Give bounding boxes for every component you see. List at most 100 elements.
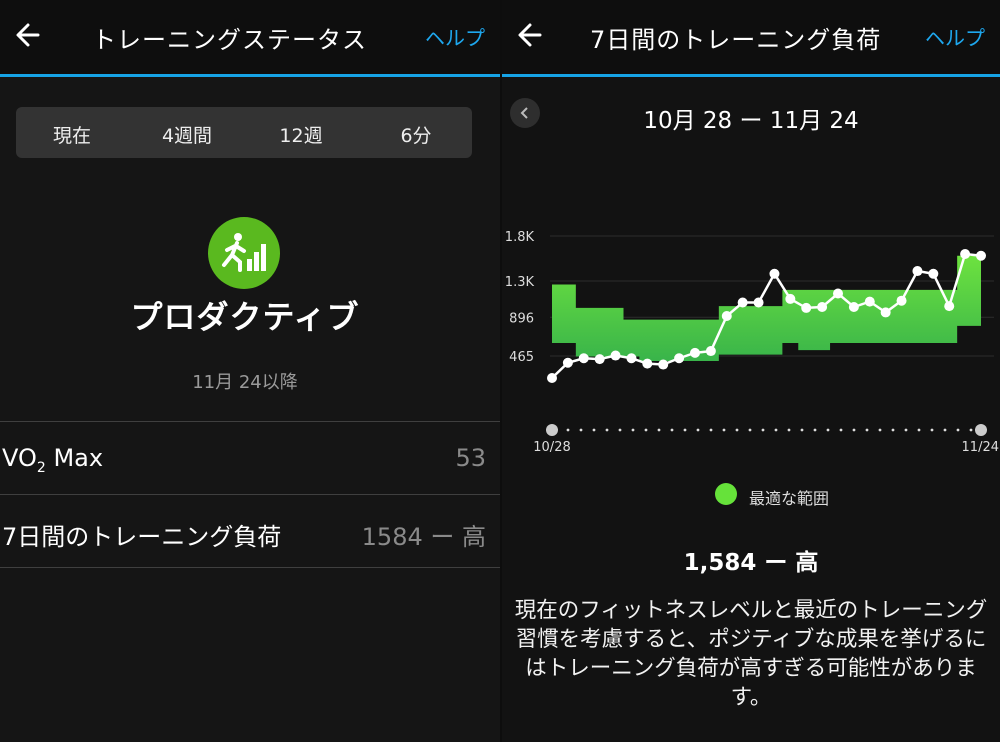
timeline-dot — [891, 428, 895, 432]
load-data-point — [547, 373, 557, 384]
timeline-dot — [800, 428, 804, 432]
header: 7日間のトレーニング負荷 ヘルプ — [502, 0, 1000, 77]
training-load-value: 1584 ー 高 — [361, 523, 486, 551]
timeline-end-marker — [975, 424, 987, 436]
y-tick-label: 1.8K — [505, 230, 535, 245]
load-data-point — [674, 353, 685, 364]
load-data-point — [721, 311, 732, 321]
help-link[interactable]: ヘルプ — [925, 26, 985, 50]
load-data-point — [705, 346, 716, 357]
load-data-point — [912, 266, 923, 277]
load-data-point — [896, 295, 907, 306]
x-end-label: 11/24 — [962, 440, 999, 455]
timeline-dot — [930, 428, 934, 432]
load-data-point — [880, 307, 891, 318]
timeline-start-marker — [546, 424, 558, 436]
load-data-point — [753, 297, 764, 308]
load-data-point — [944, 301, 955, 312]
timeline-dot — [670, 428, 674, 432]
list-item-training-load[interactable]: 7日間のトレーニング負荷 1584 ー 高 — [0, 494, 500, 567]
timeline-dot — [696, 428, 700, 432]
timeline-dot — [774, 428, 778, 432]
tab-6min[interactable]: 6分 — [400, 125, 432, 147]
load-data-point — [976, 250, 986, 261]
status-since: 11月 24以降 — [192, 372, 298, 393]
timeline-dot — [722, 428, 726, 432]
optimal-range-legend-swatch — [715, 483, 737, 505]
status-label: プロダクティブ — [130, 298, 360, 336]
load-series-line — [551, 252, 982, 379]
timeline-dot — [592, 428, 596, 432]
load-data-point — [928, 268, 939, 279]
load-data-point — [658, 359, 669, 370]
training-load-panel: 7日間のトレーニング負荷 ヘルプ 10月 28 ー 11月 24 1.8K 1.3… — [502, 0, 1000, 742]
timeline-dot — [813, 428, 817, 432]
tab-4weeks[interactable]: 4週間 — [161, 125, 213, 147]
timeline-dot — [566, 428, 570, 432]
timeline-dot — [605, 428, 609, 432]
back-arrow-icon[interactable] — [14, 20, 42, 50]
timeline-dot — [748, 428, 752, 432]
timeline-dot — [787, 428, 791, 432]
load-data-point — [610, 350, 621, 361]
load-data-point — [817, 302, 828, 313]
timeline-dot — [904, 428, 908, 432]
timeline-dot — [735, 428, 739, 432]
optimal-range-legend-label: 最適な範囲 — [749, 489, 830, 508]
load-data-point — [737, 297, 748, 308]
load-data-point — [562, 357, 573, 368]
load-data-point — [960, 248, 971, 259]
list-item-vo2max[interactable]: VO2 Max 53 — [0, 421, 500, 494]
timeline-dot — [657, 428, 661, 432]
timeline-dot — [956, 428, 960, 432]
load-data-point — [833, 288, 843, 299]
vo2max-label: VO2 Max — [2, 444, 104, 476]
load-data-point — [642, 358, 653, 369]
load-data-point — [785, 293, 796, 304]
timeline-dot — [852, 428, 856, 432]
load-data-point — [690, 347, 700, 358]
y-tick-label: 465 — [509, 350, 534, 365]
prev-range-button[interactable] — [510, 98, 540, 128]
training-load-chart: 1.8K 1.3K 896 465 10/28 11/24 — [505, 230, 999, 455]
timeline-dot — [826, 428, 830, 432]
timeline-dot — [683, 428, 687, 432]
timeline-dot — [709, 428, 713, 432]
load-data-point — [769, 268, 780, 279]
page-title: トレーニングステータス — [92, 26, 367, 54]
runner-chart-icon — [208, 217, 280, 289]
load-data-point — [578, 353, 589, 364]
optimal-range-band — [552, 255, 981, 361]
timeline-dot — [969, 428, 973, 432]
load-data-point — [626, 353, 637, 364]
load-description: 現在のフィットネスレベルと最近のトレーニング習慣を考慮すると、ポジティブな成果を… — [514, 598, 988, 710]
x-start-label: 10/28 — [533, 440, 570, 455]
y-tick-label: 1.3K — [505, 275, 535, 290]
timeline-dot — [943, 428, 947, 432]
training-status-panel: トレーニングステータス ヘルプ 現在 4週間 12週 6分 プロダクティブ 11… — [0, 0, 500, 568]
load-data-point — [864, 296, 875, 307]
y-tick-label: 896 — [509, 311, 534, 326]
timeline-dot — [878, 428, 882, 432]
timeline-dot — [761, 428, 765, 432]
date-range: 10月 28 ー 11月 24 — [643, 108, 859, 134]
header: トレーニングステータス ヘルプ — [0, 0, 500, 77]
timeline-dot — [631, 428, 635, 432]
timeline-dot — [579, 428, 583, 432]
tab-12weeks[interactable]: 12週 — [279, 125, 323, 147]
tab-current[interactable]: 現在 — [52, 125, 91, 147]
training-load-label: 7日間のトレーニング負荷 — [2, 523, 282, 551]
timeline-dot — [644, 428, 648, 432]
timeline-dot — [839, 428, 843, 432]
timeline-dot — [618, 428, 622, 432]
help-link[interactable]: ヘルプ — [425, 26, 485, 50]
load-data-point — [594, 354, 605, 365]
timeline-dot — [865, 428, 869, 432]
page-title: 7日間のトレーニング負荷 — [590, 26, 882, 54]
vo2max-value: 53 — [455, 444, 486, 472]
period-tabs: 現在 4週間 12週 6分 — [16, 107, 472, 158]
back-arrow-icon[interactable] — [516, 20, 544, 50]
load-data-point — [801, 302, 812, 313]
load-data-point — [848, 302, 859, 313]
load-value: 1,584 ー 高 — [683, 550, 819, 576]
